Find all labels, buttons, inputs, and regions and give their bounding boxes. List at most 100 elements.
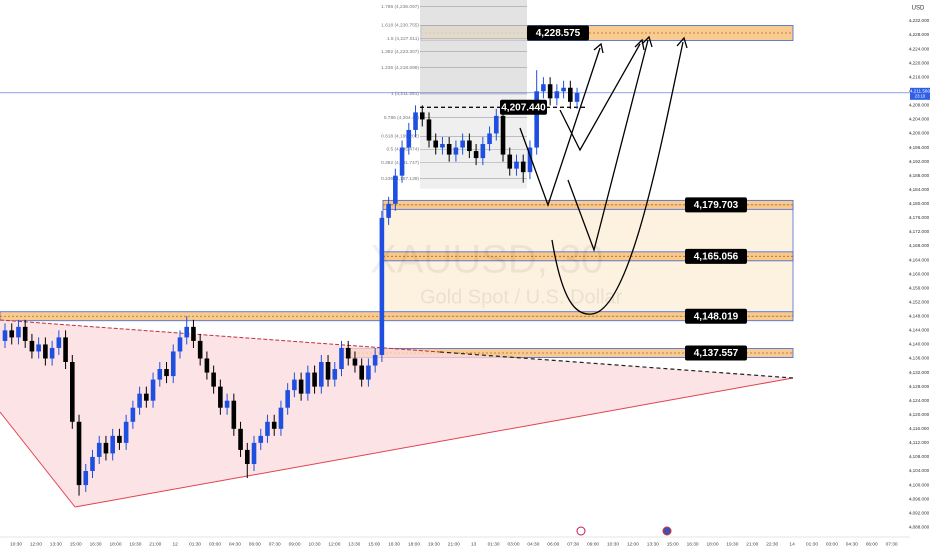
y-tick-label: 4,136.000 — [909, 356, 930, 361]
x-tick-label: 13:30 — [647, 541, 659, 547]
candle-body — [76, 421, 82, 486]
candle-body — [312, 372, 317, 387]
level-label: 4,148.019 — [694, 311, 739, 322]
candle-body — [554, 91, 560, 99]
candle-body — [56, 337, 62, 348]
x-tick-label: 19:30 — [428, 541, 440, 547]
arrowhead — [593, 42, 604, 54]
fib-label: 0.618 (4,199.202) — [381, 134, 419, 140]
y-tick-label: 4,180.000 — [909, 201, 930, 206]
candle-body — [520, 161, 526, 173]
candle-body — [83, 471, 89, 486]
candle-body — [319, 362, 324, 387]
entry-label: 4,207.440 — [501, 102, 546, 113]
candle-body — [164, 369, 169, 377]
candle-body — [473, 151, 479, 159]
y-tick-label: 4,216.000 — [909, 74, 930, 79]
candle-body — [2, 330, 8, 341]
candle-body — [285, 390, 290, 408]
y-tick-label: 4,168.000 — [909, 243, 930, 248]
projection-arrows — [519, 35, 688, 315]
y-tick-label: 4,192.000 — [909, 159, 930, 164]
currency-label: USD — [912, 6, 925, 12]
y-tick-label: 4,144.000 — [909, 328, 930, 333]
x-tick-label: 01:30 — [488, 541, 500, 547]
candle-body — [211, 372, 216, 387]
candle-body — [440, 144, 445, 148]
candle-body — [265, 421, 270, 436]
arrowhead — [676, 36, 688, 49]
x-tick-label: 16:30 — [90, 541, 102, 547]
candle-body — [224, 400, 230, 408]
event-icon[interactable] — [662, 526, 672, 536]
candle-body — [534, 91, 539, 148]
price-axis: 4,088.000 4,092.000 4,096.000 4,100.000 4,10… — [909, 18, 931, 529]
candle-body — [177, 337, 183, 352]
x-tick-label: 15:00 — [667, 541, 679, 547]
candle-body — [345, 347, 351, 359]
x-tick-label: 14 — [789, 541, 795, 547]
y-tick-label: 4,164.000 — [909, 257, 930, 262]
candle-body — [514, 161, 519, 169]
candle-body — [96, 442, 102, 457]
current-price-box — [910, 87, 930, 100]
candle-body — [70, 362, 75, 422]
x-tick-label: 06:00 — [249, 541, 261, 547]
fib-label: 0.786 (4,204.49) — [384, 115, 420, 121]
x-tick-label: 12:00 — [30, 541, 42, 547]
candle-body — [446, 144, 452, 155]
candle-body — [507, 154, 513, 169]
fib-label: 1.5 (4,227.011) — [387, 36, 420, 42]
x-tick-label: 22:30 — [766, 541, 778, 547]
candle-body — [413, 112, 418, 130]
y-tick-label: 4,196.000 — [909, 145, 930, 150]
x-tick-label: 07:30 — [567, 541, 579, 547]
level-label: 4,179.703 — [694, 200, 739, 211]
x-tick-label: 21:00 — [149, 541, 161, 547]
x-tick-label: 18:00 — [408, 541, 420, 547]
y-tick-label: 4,088.000 — [909, 524, 930, 529]
fib-label: 1.618 (4,230.755) — [381, 23, 419, 29]
triangle-side — [0, 411, 76, 508]
fib-extension-area — [420, 0, 527, 94]
candle-body — [29, 340, 35, 352]
candle-body — [352, 358, 358, 366]
x-tick-label: 01:30 — [189, 541, 201, 547]
x-tick-label: 10:30 — [607, 541, 619, 547]
candle-body — [197, 340, 203, 359]
y-tick-label: 4,112.000 — [909, 440, 930, 445]
x-tick-label: 13:30 — [348, 541, 360, 547]
y-tick-label: 4,148.000 — [909, 314, 930, 319]
x-tick-label: 01:30 — [806, 541, 818, 547]
entry-label-box — [500, 99, 547, 115]
candle-body — [541, 84, 546, 92]
candle-body — [130, 407, 136, 422]
x-tick-label: 15:00 — [368, 541, 380, 547]
y-tick-label: 4,096.000 — [909, 496, 930, 501]
y-tick-label: 4,232.000 — [909, 18, 930, 23]
arrow-path — [559, 43, 641, 152]
y-tick-label: 4,128.000 — [909, 384, 930, 389]
x-tick-label: 15:00 — [70, 541, 82, 547]
y-tick-label: 4,200.000 — [909, 131, 930, 136]
candle-body — [36, 344, 41, 352]
x-tick-label: 04:30 — [846, 541, 858, 547]
x-tick-label: 19:30 — [129, 541, 141, 547]
arrow-path — [551, 41, 684, 315]
y-tick-label: 4,188.000 — [909, 173, 930, 178]
y-tick-label: 4,176.000 — [909, 215, 930, 220]
event-icon[interactable] — [576, 526, 586, 536]
current-price-label: 4,211.560 — [910, 89, 931, 94]
y-tick-label: 4,140.000 — [909, 342, 930, 347]
triangle-pattern — [0, 320, 793, 507]
x-tick-label: 03:00 — [507, 541, 519, 547]
candle-body — [467, 140, 472, 152]
y-tick-label: 4,184.000 — [909, 187, 930, 192]
x-tick-label: 07:30 — [886, 541, 898, 547]
candle-body — [393, 175, 398, 204]
candle-body — [238, 428, 243, 450]
x-tick-label: 13 — [471, 541, 477, 547]
candle-body — [359, 365, 364, 380]
